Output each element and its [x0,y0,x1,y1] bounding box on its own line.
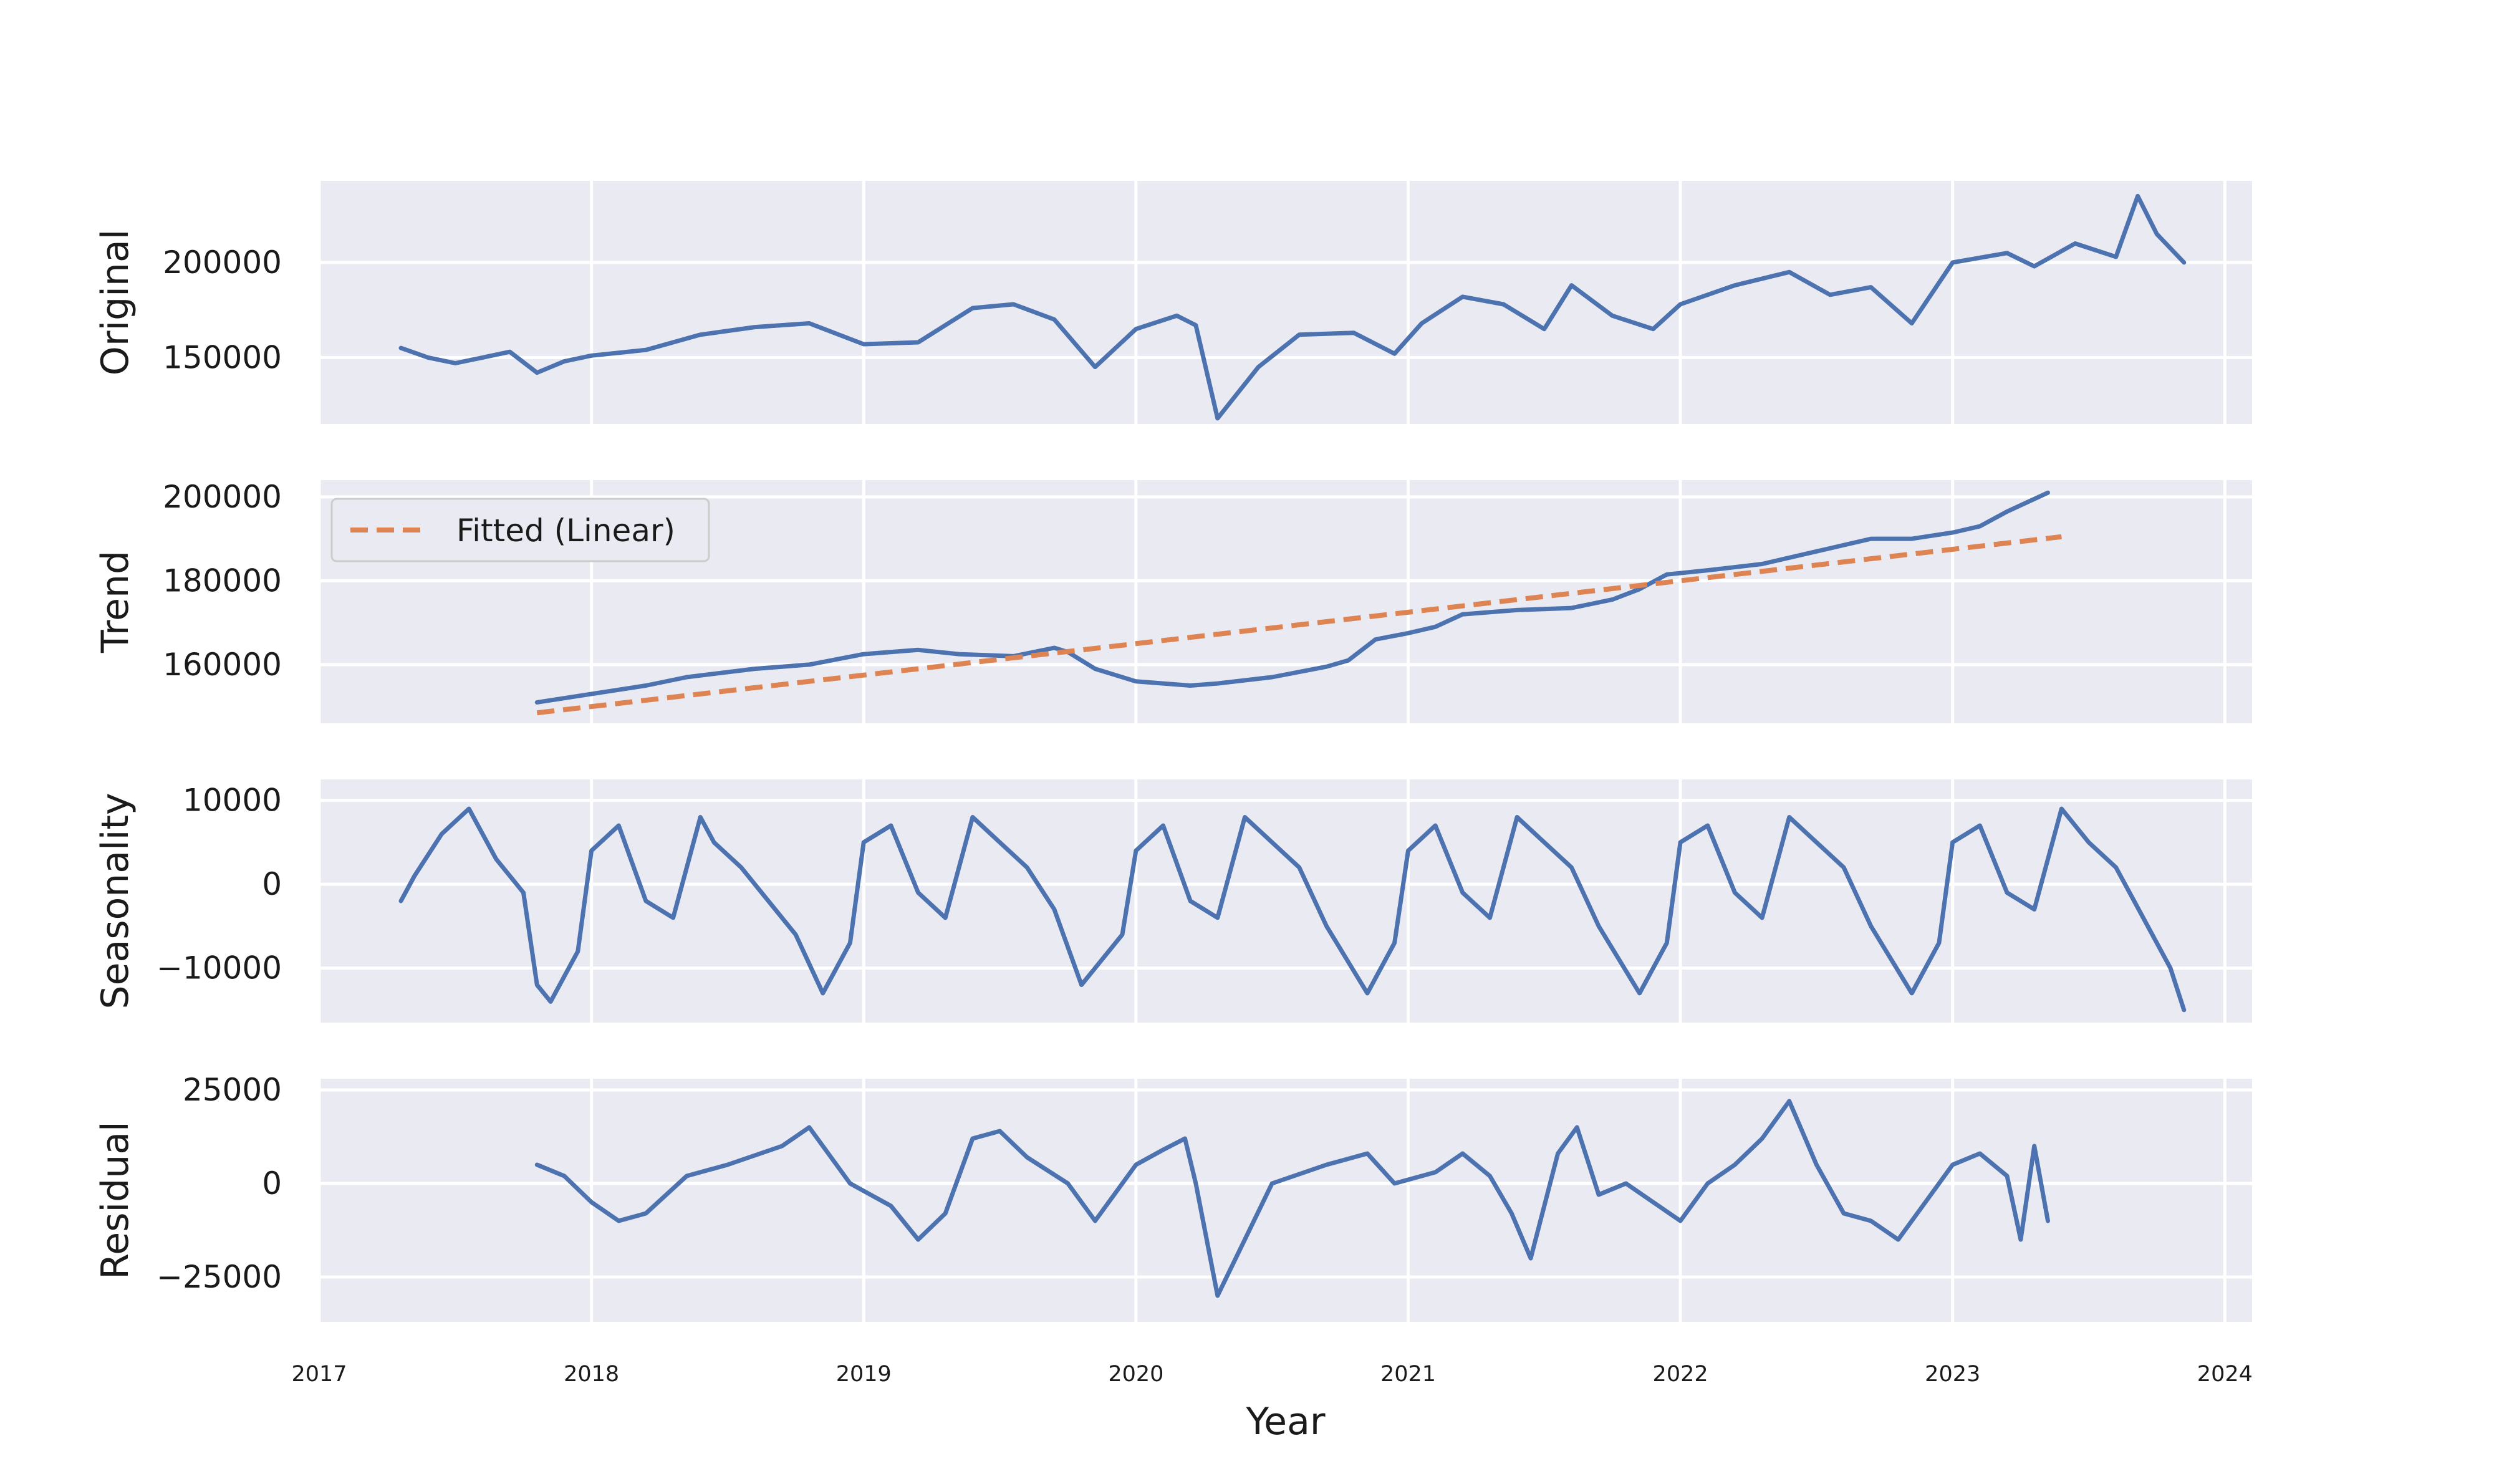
y-tick-label: 150000 [163,339,282,375]
y-tick-label: 200000 [163,479,282,515]
panel-original: 150000 200000 Original [94,181,2252,424]
x-axis: 2017 2018 2019 2020 2021 2022 2023 2024 [291,1362,2252,1387]
original-series-line [398,193,2187,421]
residual-series-line [534,1099,2050,1298]
y-tick-label: 25000 [183,1072,282,1108]
panel-seasonality: −10000 0 10000 Seasonality [94,779,2252,1023]
y-tick-label: 0 [262,866,282,902]
panel-background [319,181,2252,424]
x-tick-label: 2023 [1925,1362,1980,1387]
x-tick-label: 2022 [1653,1362,1708,1387]
panel-trend: 160000 180000 200000 Trend Fitted (Linear) [94,479,2252,723]
fitted-linear-line [536,534,2062,716]
x-tick-label: 2018 [564,1362,619,1387]
x-tick-label: 2024 [2197,1362,2253,1387]
y-tick-label: 0 [262,1165,282,1202]
legend-frame [330,498,710,562]
trend-series-line [534,490,2050,705]
y-tick-label: 160000 [163,647,282,683]
x-axis-label: Year [1245,1400,1325,1443]
panel-background [319,779,2252,1023]
trend-y-axis-label: Trend [94,551,137,653]
y-tick-label: 180000 [163,562,282,599]
y-tick-label: 10000 [183,783,282,819]
y-tick-label: 200000 [163,244,282,281]
x-tick-label: 2019 [836,1362,892,1387]
y-tick-label: −10000 [156,950,282,986]
seasonality-series-line [398,806,2187,1013]
original-y-axis-label: Original [94,229,137,376]
residual-y-axis-label: Residual [94,1121,137,1279]
seasonality-y-axis-label: Seasonality [94,793,137,1009]
x-tick-label: 2017 [291,1362,347,1387]
y-tick-label: −25000 [156,1259,282,1295]
x-tick-label: 2020 [1108,1362,1163,1387]
panels-group: 150000 200000 Original 160000 180000 200000 Tr… [94,181,2252,1322]
legend: Fitted (Linear) [330,498,710,562]
x-tick-label: 2021 [1380,1362,1436,1387]
panel-background [319,1079,2252,1322]
panel-residual: −25000 0 25000 Residual [94,1072,2252,1322]
legend-label: Fitted (Linear) [456,513,675,549]
